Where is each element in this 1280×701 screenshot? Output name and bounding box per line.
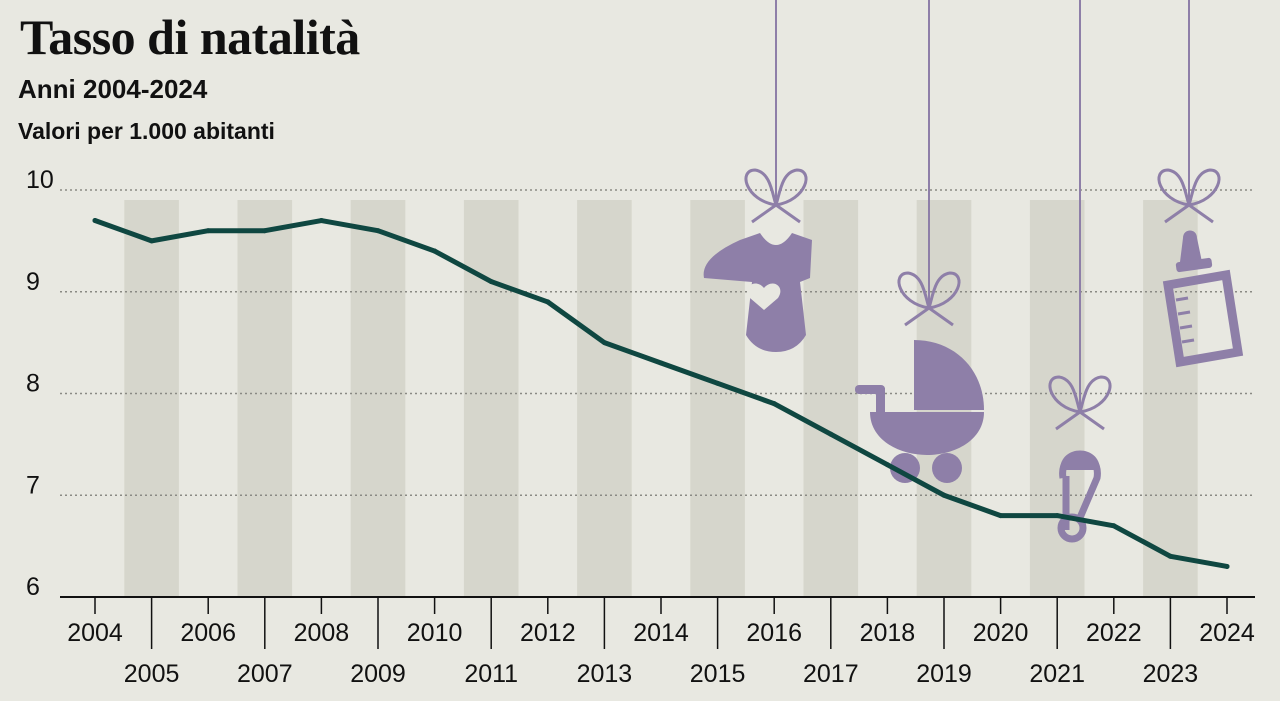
data-point-2004 [92,218,98,224]
data-point-2010 [432,248,438,254]
y-tick-label: 6 [26,573,40,601]
baby-onesie-icon [703,233,812,352]
x-tick-label: 2023 [1143,660,1199,688]
data-point-2014 [658,360,664,366]
x-tick-label: 2005 [124,660,180,688]
x-tick-label: 2016 [746,619,802,647]
data-point-2005 [149,238,155,244]
stripe-2005 [124,200,179,597]
data-point-2009 [375,228,381,234]
bow-icon [897,271,961,327]
hanging-decorations [703,0,1244,543]
y-tick-label: 10 [26,166,54,194]
data-point-2007 [262,228,268,234]
data-point-2023 [1167,553,1173,559]
bow-icon [744,168,808,224]
baby-bottle-icon [1162,230,1244,368]
stripe-2017 [803,200,859,597]
x-tick-label: 2021 [1029,660,1085,688]
data-point-2021 [1054,513,1060,519]
x-tick-label: 2006 [180,619,236,647]
data-point-2012 [545,299,551,305]
stripe-2009 [350,200,406,597]
y-tick-label: 8 [26,370,40,398]
data-point-2017 [828,431,834,437]
x-tick-label: 2008 [294,619,350,647]
data-point-2013 [601,340,607,346]
y-axis-labels: 6 7 8 9 10 [26,166,54,601]
data-point-2008 [318,218,324,224]
x-tick-label: 2007 [237,660,293,688]
y-tick-label: 9 [26,268,40,296]
x-tick-label: 2024 [1199,619,1255,647]
chart-title: Tasso di natalità [20,9,360,65]
stripe-2007 [237,200,293,597]
data-point-2015 [715,380,721,386]
stripe-2013 [577,200,632,597]
baby-stroller-icon [855,340,984,483]
x-tick-label: 2013 [577,660,633,688]
y-tick-label: 7 [26,471,40,499]
data-point-2019 [941,492,947,498]
data-points [92,218,1230,569]
bow-icon [1048,375,1112,431]
background-stripes [124,200,1198,597]
x-tick-label: 2017 [803,660,859,688]
x-tick-label: 2009 [350,660,406,688]
x-tick-label: 2020 [973,619,1029,647]
data-point-2011 [488,279,494,285]
x-tick-label: 2010 [407,619,463,647]
data-point-2006 [205,228,211,234]
y-gridlines [60,189,1255,496]
x-tick-label: 2004 [67,619,123,647]
bow-icon [1157,168,1221,224]
x-axis: 2004200520062007200820092010201120122013… [60,596,1255,688]
data-point-2016 [771,401,777,407]
stripe-2011 [463,200,519,597]
x-tick-label: 2015 [690,660,746,688]
x-tick-label: 2014 [633,619,689,647]
safety-pin-head [1060,450,1100,470]
x-tick-label: 2018 [860,619,916,647]
unit-label: Valori per 1.000 abitanti [18,118,275,144]
data-point-2024 [1224,563,1230,569]
x-tick-label: 2022 [1086,619,1142,647]
x-tick-label: 2012 [520,619,576,647]
chart-subtitle: Anni 2004-2024 [18,74,208,104]
data-point-2020 [998,513,1004,519]
data-point-2022 [1111,523,1117,529]
x-tick-label: 2011 [464,660,518,688]
x-tick-label: 2019 [916,660,972,688]
data-point-2018 [884,462,890,468]
